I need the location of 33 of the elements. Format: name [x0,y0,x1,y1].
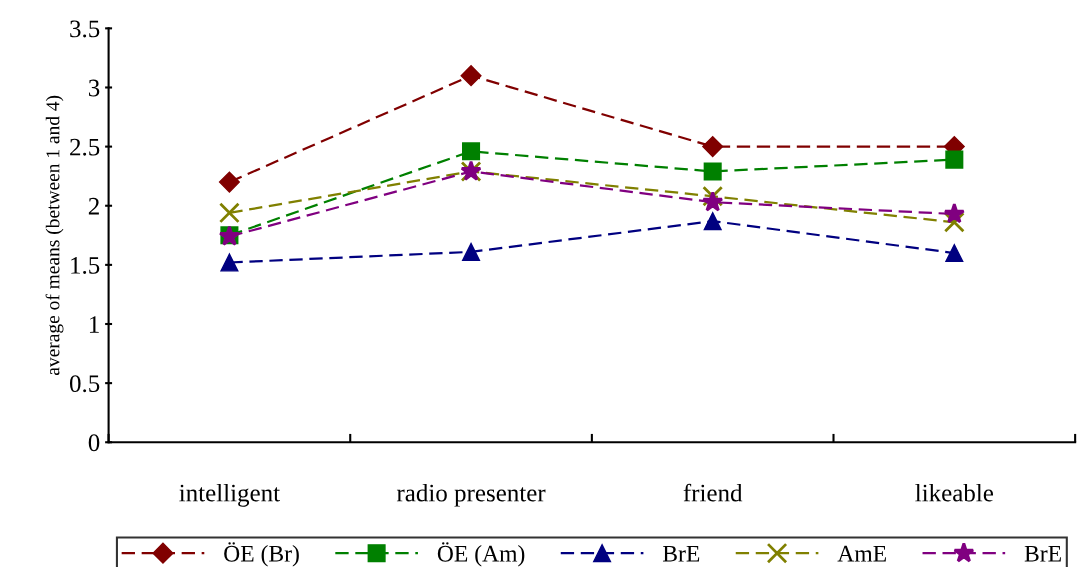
point [703,162,722,181]
legend-label: BrE [662,545,700,562]
point [702,191,724,212]
legend-label: AmE [837,545,886,562]
point [945,150,964,169]
legend-label: ÖE (Br) [224,542,299,567]
y-tick-label: 1 [89,316,99,333]
x-tick-label: radio presenter [396,483,546,507]
y-axis-title: average of means (between 1 and 4) [45,95,64,375]
point [220,253,239,272]
y-tick-label: 1.5 [71,257,100,274]
y-tick-label: 0 [88,434,100,452]
point [703,212,722,231]
legend-label: BrE [1024,545,1061,562]
x-tick-label: intelligent [179,483,280,507]
y-tick-label: 2.5 [70,138,100,156]
point [462,142,481,161]
y-tick-label: 2 [88,197,99,215]
y-tick-label: 3 [88,79,100,97]
point [945,244,964,263]
y-tick-label: 0.5 [69,375,100,393]
point [702,185,724,207]
point [218,171,240,193]
legend-label: ÖE (Am) [437,542,525,567]
point [702,136,724,158]
point [943,202,965,224]
point [943,211,965,233]
point [462,242,481,261]
y-tick-label: 3.5 [70,20,100,38]
x-tick-label: likeable [915,483,994,502]
point [219,202,240,224]
x-tick-label: friend [683,483,743,502]
point [460,65,482,87]
